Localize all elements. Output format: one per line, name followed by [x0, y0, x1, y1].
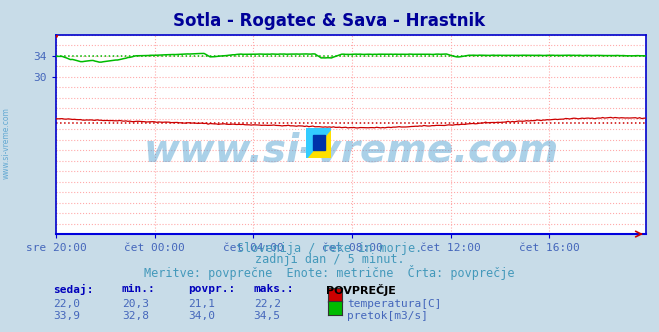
Text: povpr.:: povpr.:: [188, 284, 235, 294]
Text: 21,1: 21,1: [188, 299, 215, 309]
Text: maks.:: maks.:: [254, 284, 294, 294]
Text: 34,5: 34,5: [254, 311, 281, 321]
Polygon shape: [306, 128, 331, 158]
Text: pretok[m3/s]: pretok[m3/s]: [347, 311, 428, 321]
Text: min.:: min.:: [122, 284, 156, 294]
Text: sedaj:: sedaj:: [53, 284, 93, 295]
Text: Meritve: povprečne  Enote: metrične  Črta: povprečje: Meritve: povprečne Enote: metrične Črta:…: [144, 265, 515, 280]
Text: www.si-vreme.com: www.si-vreme.com: [143, 131, 559, 169]
Text: 22,0: 22,0: [53, 299, 80, 309]
Text: 22,2: 22,2: [254, 299, 281, 309]
Text: 20,3: 20,3: [122, 299, 149, 309]
Text: 34,0: 34,0: [188, 311, 215, 321]
Polygon shape: [312, 135, 326, 150]
Text: Slovenija / reke in morje.: Slovenija / reke in morje.: [237, 242, 422, 255]
Text: 33,9: 33,9: [53, 311, 80, 321]
Text: temperatura[C]: temperatura[C]: [347, 299, 442, 309]
Text: www.si-vreme.com: www.si-vreme.com: [2, 107, 11, 179]
Text: POVPREČJE: POVPREČJE: [326, 284, 396, 296]
Text: 32,8: 32,8: [122, 311, 149, 321]
Text: Sotla - Rogatec & Sava - Hrastnik: Sotla - Rogatec & Sava - Hrastnik: [173, 12, 486, 30]
Text: zadnji dan / 5 minut.: zadnji dan / 5 minut.: [254, 253, 405, 266]
Polygon shape: [306, 128, 331, 158]
